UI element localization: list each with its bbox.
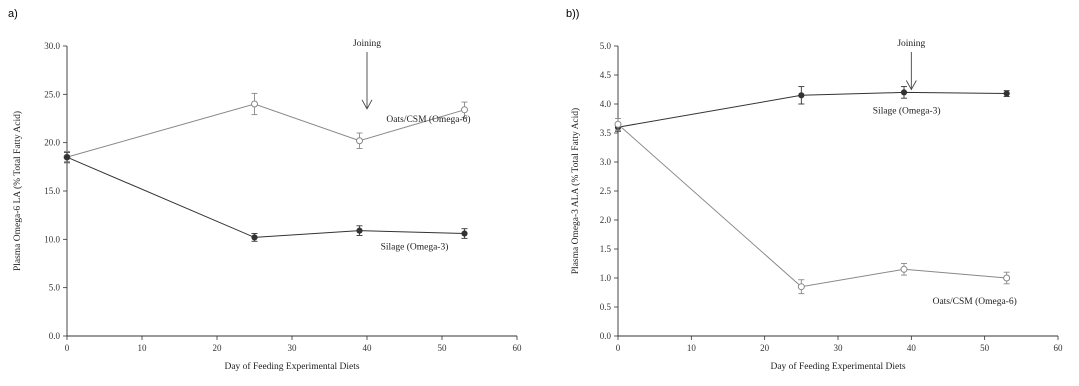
x-tick-label: 30 [834, 343, 844, 353]
x-tick-label: 20 [213, 343, 223, 353]
panel-label: b)) [566, 8, 579, 20]
y-tick-label: 1.5 [600, 244, 612, 254]
x-axis-title: Day of Feeding Experimental Diets [770, 361, 905, 372]
y-tick-label: 4.0 [600, 99, 612, 109]
series-label: Oats/CSM (Omega-6) [933, 296, 1017, 307]
y-tick-label: 1.0 [600, 273, 612, 283]
x-tick-label: 10 [687, 343, 697, 353]
series-label: Silage (Omega-3) [873, 106, 941, 117]
data-point [900, 265, 908, 273]
y-tick-label: 15.0 [44, 186, 60, 196]
joining-arrow-head [361, 99, 373, 110]
x-tick-label: 50 [438, 343, 448, 353]
x-tick-label: 20 [760, 343, 770, 353]
y-tick-label: 3.5 [600, 128, 612, 138]
y-tick-label: 3.0 [600, 157, 612, 167]
x-tick-label: 30 [288, 343, 298, 353]
data-point [251, 234, 258, 241]
series-label: Silage (Omega-3) [381, 242, 449, 253]
x-axis-title: Day of Feeding Experimental Diets [224, 361, 359, 372]
x-tick-label: 60 [513, 343, 523, 353]
x-tick-label: 0 [65, 343, 70, 353]
y-axis-title: Plasma Omega-3 ALA (% Total Fatty Acid) [570, 108, 581, 274]
x-tick-label: 0 [616, 343, 621, 353]
data-point [1003, 274, 1011, 282]
y-tick-label: 4.5 [600, 70, 612, 80]
y-tick-label: 10.0 [44, 234, 60, 244]
x-tick-label: 40 [907, 343, 917, 353]
series-label: Oats/CSM (Omega-6) [386, 114, 470, 125]
data-point [798, 92, 805, 99]
x-tick-label: 40 [363, 343, 373, 353]
panel-b: b)) 0.0 0.5 1.0 1.5 2.0 2.5 3.0 3.5 4.0 4.5 5.0 0 10 2… [566, 8, 1063, 372]
series-line [66, 103, 465, 158]
data-point [797, 283, 805, 291]
data-point [461, 106, 468, 114]
series-line [617, 91, 1007, 128]
y-tick-label: 2.5 [600, 186, 612, 196]
y-tick-label: 0.5 [600, 302, 612, 312]
joining-label: Joining [897, 39, 925, 49]
y-axis-title: Plasma Omega-6 LA (% Total Fatty Acid) [12, 111, 23, 271]
y-tick-label: 0.0 [49, 331, 61, 341]
panel-label: a) [8, 8, 18, 20]
x-tick-label: 60 [1054, 343, 1064, 353]
data-point [614, 120, 622, 128]
data-point [1003, 90, 1010, 97]
y-tick-label: 5.0 [49, 283, 61, 293]
data-point [251, 100, 258, 108]
series-line [617, 123, 1007, 288]
data-point [356, 137, 363, 145]
series-line [66, 156, 465, 238]
data-point [461, 230, 468, 237]
x-tick-label: 10 [138, 343, 148, 353]
joining-arrow-head [905, 80, 917, 91]
panel-a: a) 0.0 5.0 10.0 15.0 20.0 25.0 30.0 0 10 20 30 40 50 6… [8, 8, 522, 372]
y-tick-label: 25.0 [44, 89, 60, 99]
data-point [356, 227, 363, 234]
joining-label: Joining [353, 39, 381, 49]
y-tick-label: 20.0 [44, 138, 60, 148]
data-point [900, 89, 908, 96]
y-tick-label: 2.0 [600, 215, 612, 225]
y-tick-label: 5.0 [600, 41, 612, 51]
data-point [63, 154, 71, 161]
x-tick-label: 50 [980, 343, 990, 353]
y-tick-label: 30.0 [44, 41, 60, 51]
y-tick-label: 0.0 [600, 331, 612, 341]
